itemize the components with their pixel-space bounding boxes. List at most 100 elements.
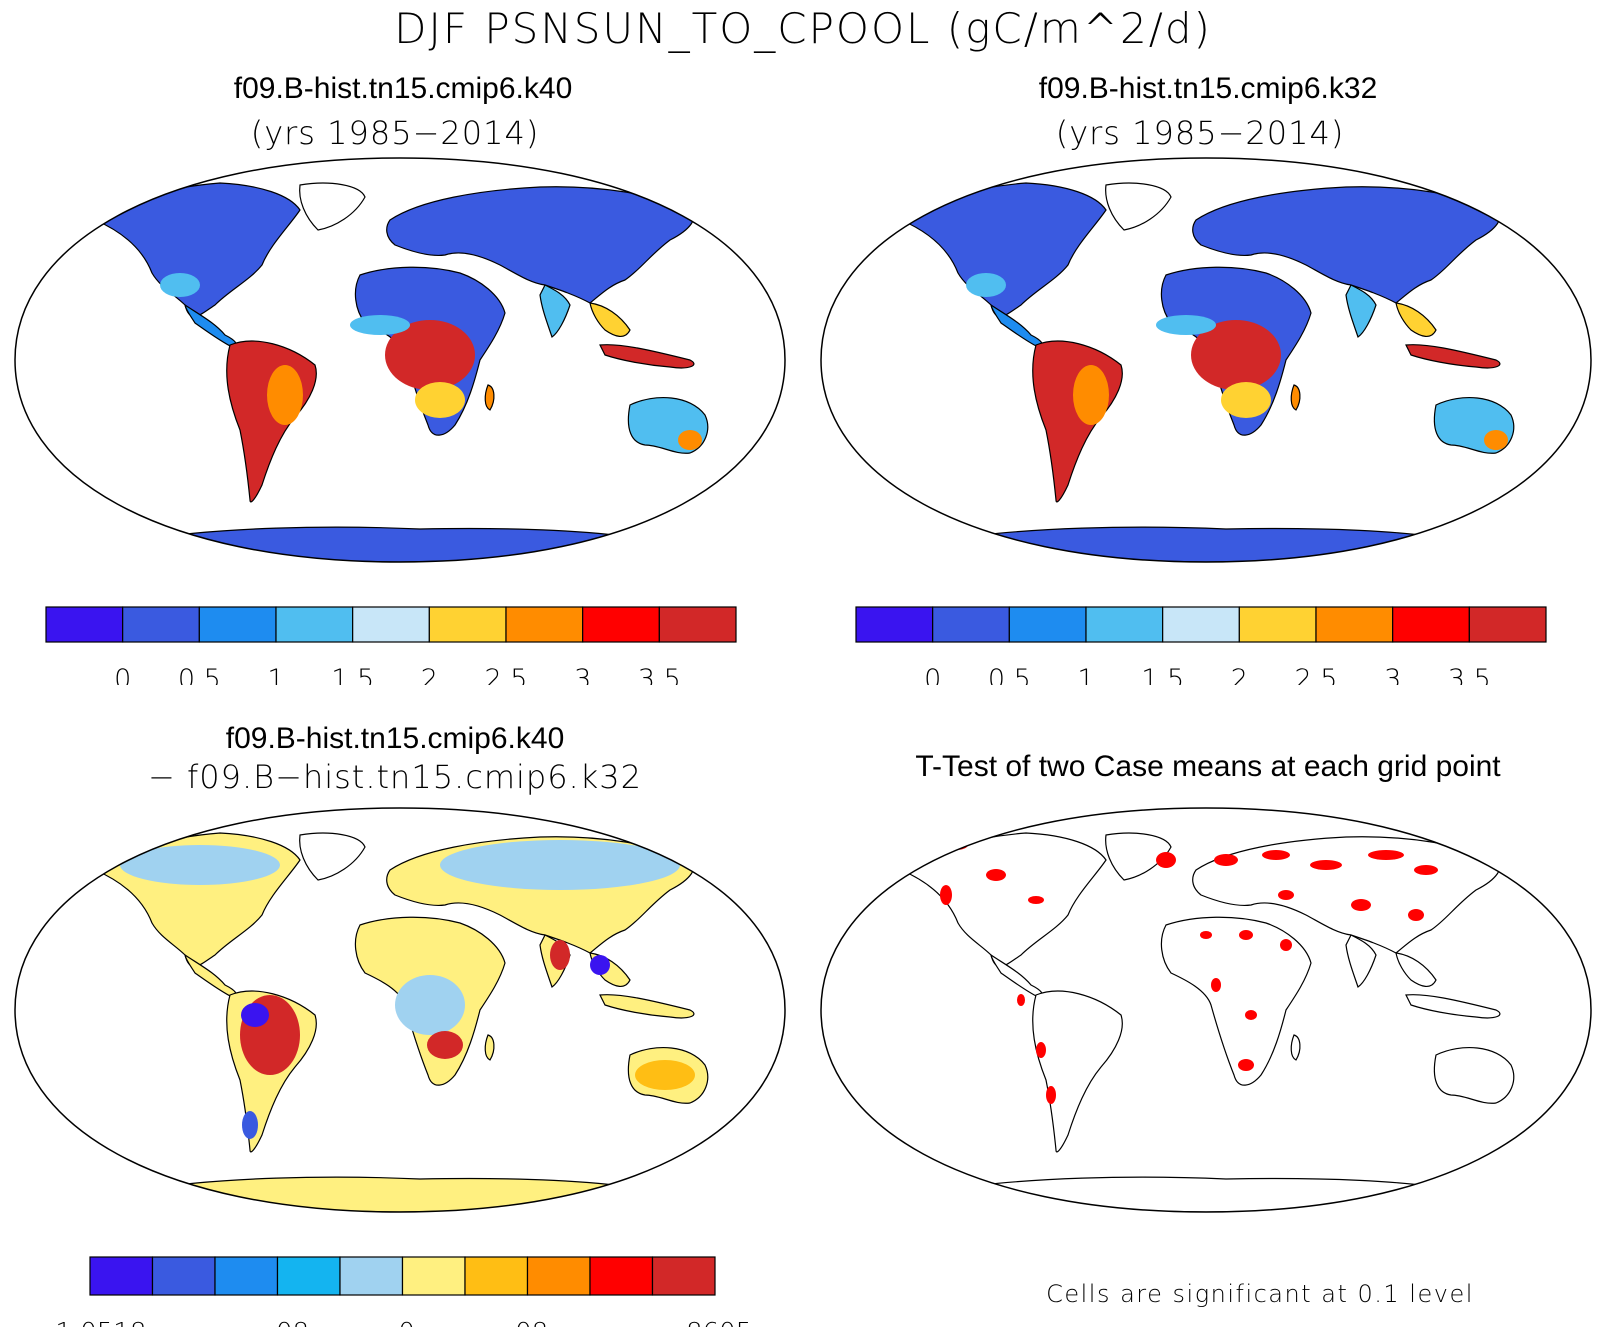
land-indonesia (599, 994, 695, 1019)
map-panel-ttest (820, 807, 1592, 1213)
colorbar-swatch (89, 1256, 154, 1296)
central-america (184, 303, 237, 348)
colorbar-swatch (198, 606, 277, 643)
significant-cell-17 (1238, 1059, 1254, 1071)
colorbar-difference: −1.0518 −.08 .0 .08 .8605 (40, 1256, 752, 1327)
colorbar-swatch (1315, 606, 1394, 643)
colorbar-swatch (582, 606, 660, 643)
southern-africa-mid (1221, 382, 1271, 418)
southeast-asia (589, 302, 631, 337)
land-greenland (1105, 832, 1172, 881)
colorbar-tick-label: 1.5 (1141, 664, 1184, 685)
australia-orange (635, 1060, 695, 1090)
panel3-title: f09.B-hist.tn15.cmip6.k40 (225, 722, 565, 755)
india-red (550, 940, 570, 970)
south-america (226, 340, 317, 503)
north-america (899, 182, 1107, 318)
colorbar-swatch (1238, 606, 1317, 643)
central-africa-high (1191, 320, 1281, 390)
colorbar-tick-label: 3 (1384, 664, 1401, 685)
brazil-coast-mid (267, 365, 303, 425)
panel1-subtitle: (yrs 1985−2014) (250, 114, 540, 152)
significant-cell-20 (1017, 994, 1025, 1006)
central-africa-mix (395, 975, 465, 1035)
figure-title: DJF PSNSUN_TO_CPOOL (gC/m^2/d) (394, 4, 1212, 53)
sahel-band (1156, 315, 1216, 335)
colorbar-tick-label: 2 (1231, 664, 1248, 685)
panel3-subtitle: − f09.B−hist.tn15.cmip6.k32 (148, 758, 642, 796)
significant-cell-15 (1211, 978, 1221, 992)
colorbar-swatch (651, 1256, 716, 1296)
significant-cell-8 (1414, 865, 1438, 875)
southern-africa-red (427, 1031, 463, 1059)
colorbar-tick-label: −1.0518 (40, 1318, 146, 1327)
land-namerica (899, 832, 1107, 968)
indonesia (599, 344, 695, 369)
map-border (820, 807, 1592, 1213)
land-africa (1160, 916, 1312, 1086)
significant-cell-21 (1156, 852, 1176, 868)
significant-cell-7 (1368, 850, 1404, 860)
panel1-title: f09.B-hist.tn15.cmip6.k40 (233, 72, 573, 105)
land-india (1345, 934, 1377, 988)
us-southeast (966, 273, 1006, 297)
colorbar-swatch (1392, 606, 1470, 643)
significant-cell-16 (1245, 1010, 1257, 1020)
significant-cell-9 (1278, 890, 1294, 900)
colorbar-swatch (589, 1256, 654, 1296)
colorbar-swatch (214, 1256, 279, 1296)
land-centralam (184, 953, 237, 998)
colorbar-case1: 0 0.5 1 1.5 2 2.5 3 3.5 (45, 606, 737, 685)
map-border (14, 807, 786, 1213)
significant-cell-19 (1046, 1086, 1056, 1104)
colorbar-case2: 0 0.5 1 1.5 2 2.5 3 3.5 (855, 606, 1547, 685)
significant-cell-13 (1239, 930, 1253, 940)
map-panel-case1 (14, 157, 786, 563)
greenland (299, 832, 366, 881)
colorbar-swatch (932, 606, 1010, 643)
australia-east (1484, 430, 1508, 450)
colorbar-swatch (505, 606, 584, 643)
land-australia (1433, 1046, 1515, 1104)
significant-cell-6 (1310, 860, 1342, 870)
colorbar-swatch (401, 1256, 466, 1296)
map-panel-case2 (820, 157, 1592, 563)
colorbar-swatch (1085, 606, 1164, 643)
colorbar-swatch (658, 606, 737, 643)
significant-cell-5 (1262, 850, 1290, 860)
land-madagascar (484, 1034, 495, 1061)
significant-cell-18 (1036, 1042, 1046, 1058)
india (1345, 284, 1377, 338)
colorbar-tick-label: 2 (421, 664, 438, 685)
significant-cell-12 (1200, 931, 1212, 939)
indonesia (1405, 344, 1501, 369)
significant-cell-11 (1408, 909, 1424, 921)
colorbar-tick-label: 3.5 (1448, 664, 1491, 685)
colorbar-tick-label: 0 (924, 664, 941, 685)
colorbar-tick-label: −.08 (246, 1318, 309, 1327)
significant-cell-14 (1280, 939, 1292, 951)
map-border (820, 157, 1592, 563)
colorbar-tick-label: .08 (507, 1318, 548, 1327)
us-southeast (160, 273, 200, 297)
colorbar-swatch (151, 1256, 216, 1296)
siberia-light-blue (440, 840, 680, 890)
sahel-band (350, 315, 410, 335)
central-america (990, 303, 1043, 348)
australia-east (678, 430, 702, 450)
colorbar-tick-label: 3 (574, 664, 591, 685)
colorbar-swatch (1162, 606, 1240, 643)
greenland (1105, 182, 1172, 231)
colorbar-swatch (339, 1256, 404, 1296)
colorbar-swatch (352, 606, 430, 643)
canada-light-blue (120, 845, 280, 885)
colorbar-swatch (122, 606, 200, 643)
eurasia (386, 186, 695, 304)
colorbar-swatch (855, 606, 934, 643)
significant-cell-0 (944, 840, 968, 850)
colorbar-swatch (526, 1256, 591, 1296)
panel2-title: f09.B-hist.tn15.cmip6.k32 (1038, 72, 1378, 105)
madagascar (1290, 384, 1301, 411)
seasia-blue (590, 955, 610, 975)
colorbar-tick-label: 2.5 (485, 664, 528, 685)
